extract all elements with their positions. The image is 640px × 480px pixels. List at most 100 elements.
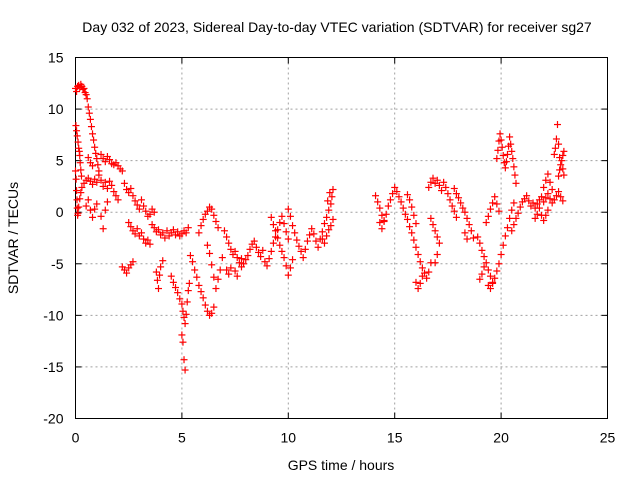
data-point xyxy=(118,167,126,175)
data-point xyxy=(429,174,437,182)
data-point xyxy=(179,307,187,315)
data-point xyxy=(455,194,463,202)
data-point xyxy=(90,136,98,144)
data-point xyxy=(506,133,514,141)
data-point xyxy=(114,196,122,204)
data-point xyxy=(99,182,107,190)
data-point xyxy=(326,189,334,197)
data-point xyxy=(76,159,84,167)
x-axis-label: GPS time / hours xyxy=(288,457,395,473)
data-point xyxy=(418,264,426,272)
data-point xyxy=(181,366,189,374)
data-point xyxy=(255,248,263,256)
data-point xyxy=(374,198,382,206)
data-point xyxy=(401,210,409,218)
data-point xyxy=(531,214,539,222)
data-point xyxy=(169,226,177,234)
data-point xyxy=(450,184,458,192)
data-point xyxy=(312,237,320,245)
data-point xyxy=(442,183,450,191)
data-point xyxy=(461,229,469,237)
data-point xyxy=(284,271,292,279)
data-point xyxy=(416,258,424,266)
data-point xyxy=(276,241,284,249)
data-point xyxy=(103,184,111,192)
data-point xyxy=(503,224,511,232)
data-point xyxy=(154,285,162,293)
data-point xyxy=(329,215,337,223)
data-point xyxy=(184,287,192,295)
data-point xyxy=(265,255,273,263)
data-point xyxy=(133,201,141,209)
data-point xyxy=(389,190,397,198)
data-point xyxy=(97,212,105,220)
data-point xyxy=(150,224,158,232)
data-point xyxy=(84,196,92,204)
data-point xyxy=(491,193,499,201)
data-point xyxy=(78,183,86,191)
data-point xyxy=(74,209,82,217)
data-point xyxy=(85,109,93,117)
data-point xyxy=(237,255,245,263)
data-point xyxy=(189,258,197,266)
data-point xyxy=(542,176,550,184)
data-point xyxy=(431,259,439,267)
data-point xyxy=(112,192,120,200)
data-point xyxy=(486,272,494,280)
data-point xyxy=(179,338,187,346)
y-tick-label: -10 xyxy=(43,307,63,323)
data-point xyxy=(135,205,143,213)
data-point xyxy=(178,331,186,339)
data-point xyxy=(320,220,328,228)
data-point xyxy=(218,254,226,262)
data-point xyxy=(289,222,297,230)
data-point xyxy=(87,123,95,131)
y-axis-label: SDTVAR / TECUs xyxy=(5,182,21,294)
data-point xyxy=(557,193,565,201)
data-point xyxy=(174,228,182,236)
data-point xyxy=(257,253,265,261)
data-point xyxy=(210,303,218,311)
data-point xyxy=(484,266,492,274)
data-point xyxy=(380,217,388,225)
data-point xyxy=(193,273,201,281)
data-point xyxy=(212,285,220,293)
data-point xyxy=(465,221,473,229)
data-point xyxy=(452,190,460,198)
data-point xyxy=(502,158,510,166)
data-point xyxy=(495,260,503,268)
data-point xyxy=(310,230,318,238)
data-point xyxy=(378,211,386,219)
data-point xyxy=(433,233,441,241)
data-point xyxy=(480,263,488,271)
chart-title: Day 032 of 2023, Sidereal Day-to-day VTE… xyxy=(82,19,592,35)
data-point xyxy=(91,143,99,151)
data-point xyxy=(433,251,441,259)
data-point xyxy=(156,271,164,279)
data-point xyxy=(410,211,418,219)
data-point xyxy=(314,243,322,251)
data-point xyxy=(482,219,490,227)
data-point xyxy=(199,215,207,223)
data-point xyxy=(75,144,83,152)
data-point xyxy=(174,289,182,297)
data-point xyxy=(503,150,511,158)
data-point xyxy=(152,268,160,276)
data-point xyxy=(440,178,448,186)
data-point xyxy=(414,285,422,293)
data-point xyxy=(272,227,280,235)
data-point xyxy=(425,183,433,191)
data-point xyxy=(463,214,471,222)
data-point xyxy=(446,196,454,204)
data-point xyxy=(378,225,386,233)
data-point xyxy=(491,274,499,282)
data-point xyxy=(153,276,161,284)
data-point xyxy=(320,239,328,247)
data-point xyxy=(106,156,114,164)
data-point xyxy=(93,178,101,186)
data-point xyxy=(237,263,245,271)
data-point xyxy=(408,203,416,211)
data-point xyxy=(499,151,507,159)
data-point xyxy=(540,216,548,224)
data-point xyxy=(214,275,222,283)
